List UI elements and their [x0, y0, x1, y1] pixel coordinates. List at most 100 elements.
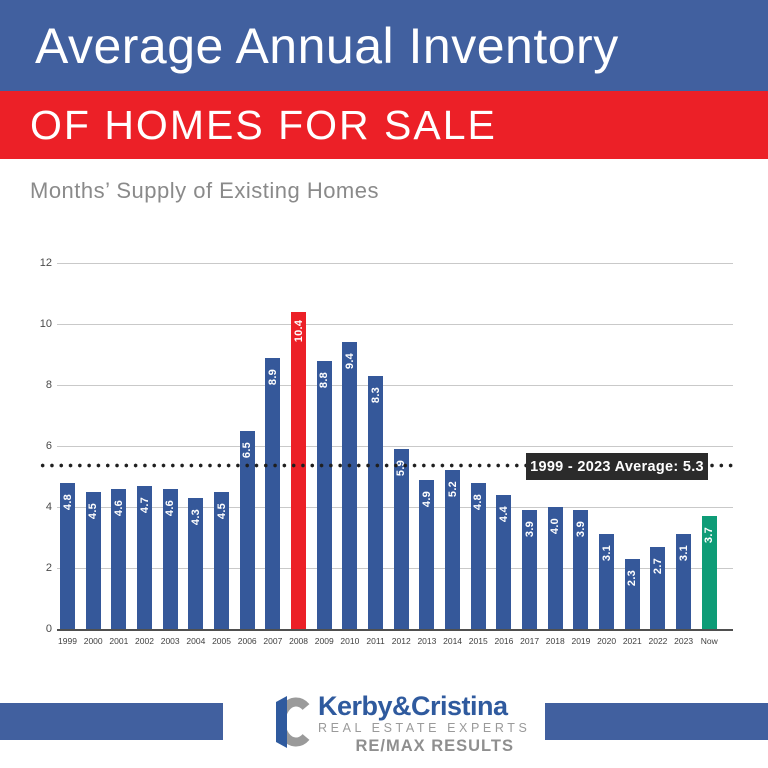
x-axis-label-2010: 2010: [340, 636, 360, 646]
x-axis-label-2017: 2017: [520, 636, 540, 646]
bar-2013: 4.9 2013: [417, 480, 436, 646]
bar-2016: 4.4 2016: [494, 495, 513, 646]
gridline-12: [57, 263, 733, 264]
bar-2009: 8.8 2009: [315, 361, 334, 646]
x-axis-label-Now: Now: [700, 636, 718, 646]
gridline-10: [57, 324, 733, 325]
bar-value-label-2016: 4.4: [497, 505, 510, 523]
bar-value-label-2006: 6.5: [241, 441, 254, 459]
page-title: Average Annual Inventory: [35, 17, 619, 74]
gridline-6: [57, 446, 733, 447]
bar-2012: 5.9 2012: [392, 449, 411, 646]
bar-value-label-2014: 5.2: [446, 480, 459, 498]
bar-2020: 3.1 2020: [597, 534, 616, 646]
bar-value-label-2009: 8.8: [318, 371, 331, 389]
brand-logo: Kerby&Cristina REAL ESTATE EXPERTS RE/MA…: [272, 691, 527, 755]
bar-value-label-2010: 9.4: [343, 352, 356, 370]
footer-left-bar: [0, 703, 223, 740]
bar-2002: 4.7 2002: [135, 486, 154, 646]
x-axis-label-2012: 2012: [391, 636, 411, 646]
x-axis-label-2011: 2011: [366, 636, 385, 646]
x-axis-label-2002: 2002: [135, 636, 154, 646]
bar-2015: 4.8 2015: [469, 483, 488, 646]
bar-value-label-2008: 10.4: [292, 319, 305, 343]
bar-value-label-2003: 4.6: [164, 499, 177, 517]
y-axis-label-0: 0: [45, 623, 52, 635]
bar-value-label-2021: 2.3: [626, 569, 639, 587]
x-axis-baseline: [57, 629, 733, 631]
bar-2014: 5.2 2014: [443, 470, 462, 646]
y-axis-label-8: 8: [45, 379, 52, 391]
x-axis-label-2006: 2006: [237, 636, 257, 646]
bar-2021: 2.3 2021: [623, 559, 642, 646]
bar-2004: 4.3 2004: [186, 498, 205, 646]
header-red-band: OF HOMES FOR SALE: [0, 91, 768, 159]
bar-2023: 3.1 2023: [674, 534, 693, 646]
bar-value-label-2005: 4.5: [215, 502, 228, 520]
bar-value-label-2020: 3.1: [600, 544, 613, 562]
bar-value-label-2002: 4.7: [138, 496, 151, 514]
bar-2019: 3.9 2019: [571, 510, 590, 646]
bar-value-label-2007: 8.9: [266, 368, 279, 386]
y-axis-label-12: 12: [39, 257, 52, 269]
x-axis-label-1999: 1999: [58, 636, 77, 646]
bar-2018: 4.0 2018: [546, 507, 565, 646]
average-label-box: 1999 - 2023 Average: 5.3: [526, 453, 708, 480]
bar-value-label-2022: 2.7: [651, 557, 664, 575]
bar-1999: 4.8 1999: [58, 483, 77, 646]
x-axis-label-2005: 2005: [212, 636, 231, 646]
brand-text-block: Kerby&Cristina REAL ESTATE EXPERTS RE/MA…: [318, 691, 527, 755]
x-axis-label-2009: 2009: [314, 636, 334, 646]
x-axis-label-2004: 2004: [186, 636, 206, 646]
x-axis-label-2016: 2016: [494, 636, 514, 646]
bar-value-label-2004: 4.3: [189, 508, 202, 526]
x-axis-label-2001: 2001: [109, 636, 129, 646]
bar-Now: 3.7 Now: [701, 516, 718, 646]
x-axis-label-2014: 2014: [443, 636, 463, 646]
footer-right-bar: [545, 703, 768, 740]
bar-2017: 3.9 2017: [520, 510, 539, 646]
bar-value-label-2015: 4.8: [472, 493, 485, 511]
page-subtitle-band: OF HOMES FOR SALE: [30, 101, 497, 148]
bar-value-label-2001: 4.6: [112, 499, 125, 517]
x-axis-label-2008: 2008: [289, 636, 309, 646]
x-axis-label-2020: 2020: [597, 636, 617, 646]
bar-2003: 4.6 2003: [161, 489, 180, 646]
bar-2006: 6.5 2006: [238, 431, 257, 646]
bar-2010: 9.4 2010: [340, 342, 359, 646]
chart-subtitle: Months’ Supply of Existing Homes: [30, 178, 379, 203]
bar-value-label-2013: 4.9: [420, 490, 433, 508]
x-axis-label-2019: 2019: [571, 636, 591, 646]
bar-value-label-2023: 3.1: [677, 544, 690, 562]
brand-name: Kerby&Cristina: [318, 691, 508, 721]
y-axis-label-10: 10: [39, 318, 52, 330]
bar-2007: 8.9 2007: [263, 358, 282, 646]
bar-value-label-1999: 4.8: [61, 493, 74, 511]
y-axis-label-6: 6: [45, 440, 52, 452]
bar-value-label-2000: 4.5: [87, 502, 100, 520]
x-axis-label-2013: 2013: [417, 636, 437, 646]
bar-value-label-2017: 3.9: [523, 520, 536, 538]
gridline-8: [57, 385, 733, 386]
x-axis-label-2022: 2022: [648, 636, 668, 646]
header-blue-band: Average Annual Inventory: [0, 0, 768, 91]
bar-2005: 4.5 2005: [212, 492, 231, 646]
bar-value-label-2019: 3.9: [574, 520, 587, 538]
x-axis-label-2018: 2018: [545, 636, 565, 646]
average-dotted-line: [38, 463, 735, 468]
bar-2008: 10.4 2008: [289, 312, 308, 646]
x-axis-label-2000: 2000: [83, 636, 103, 646]
x-axis-label-2003: 2003: [160, 636, 180, 646]
x-axis-label-2023: 2023: [674, 636, 694, 646]
bar-value-label-2018: 4.0: [549, 517, 562, 535]
bar-2022: 2.7 2022: [648, 547, 667, 646]
x-axis-label-2015: 2015: [468, 636, 488, 646]
bars-container: 4.8 1999 4.5 2000 4.6 2001 4.7 2002 4.6 2003 4.3 20…: [58, 263, 718, 646]
y-axis-label-2: 2: [45, 562, 52, 574]
bar-value-label-Now: 3.7: [703, 526, 716, 544]
bar-2001: 4.6 2001: [109, 489, 128, 646]
y-axis-label-4: 4: [45, 501, 52, 513]
bar-2000: 4.5 2000: [84, 492, 103, 646]
bar-2011: 8.3 2011: [366, 376, 385, 646]
